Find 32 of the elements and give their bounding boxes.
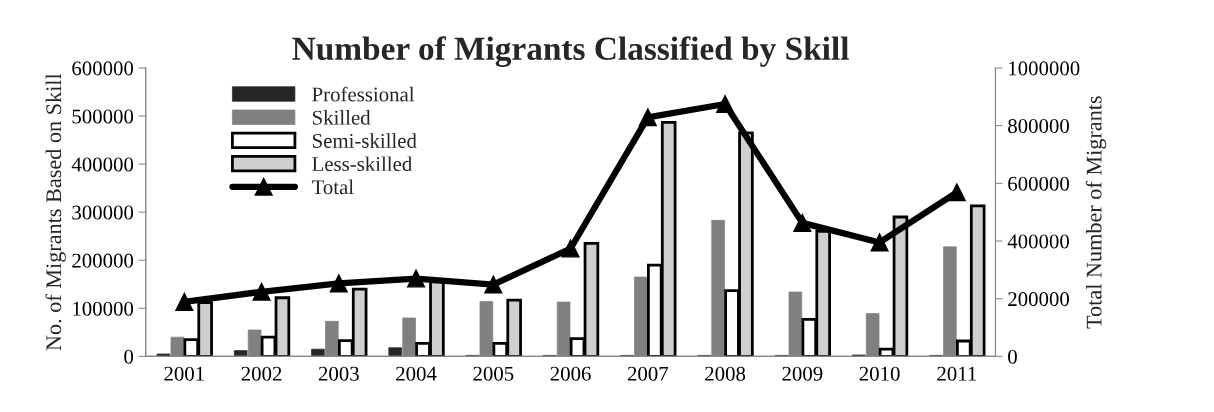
y-tick-label: 500000	[72, 109, 134, 124]
legend-label: Professional	[312, 86, 415, 102]
x-tick-label: 2003	[318, 366, 359, 381]
y-tick-label: 600000	[72, 61, 134, 76]
legend-label: Total	[311, 179, 354, 195]
x-tick-label: 2002	[241, 366, 282, 381]
y2-axis-title: Total Number of Migrants	[1085, 96, 1107, 329]
x-tick-label: 2006	[550, 366, 591, 381]
legend-label: Skilled	[312, 110, 371, 125]
y2-tick-label: 0	[1008, 349, 1017, 364]
y2-tick-label: 800000	[1008, 119, 1069, 134]
legend-label: Semi-skilled	[312, 133, 417, 148]
y2-tick-label: 200000	[1008, 292, 1069, 307]
y-tick-label: 300000	[72, 205, 134, 220]
x-tick-label: 2001	[164, 366, 204, 381]
y-tick-label: 200000	[72, 253, 134, 268]
y-tick-label: 400000	[71, 157, 134, 172]
y2-tick-label: 1000000	[1009, 61, 1080, 76]
y-tick-label: 0	[124, 349, 134, 364]
x-tick-label: 2011	[937, 366, 977, 381]
y2-tick-label: 400000	[1007, 234, 1069, 249]
y2-tick-label: 600000	[1008, 176, 1069, 191]
x-tick-label: 2009	[782, 366, 823, 381]
y-tick-label: 100000	[73, 301, 134, 316]
chart-title: Number of Migrants Classified by Skill	[292, 36, 849, 68]
x-tick-label: 2008	[705, 366, 746, 381]
legend-label: Less-skilled	[312, 156, 412, 172]
x-tick-label: 2005	[473, 366, 514, 381]
x-tick-label: 2004	[396, 366, 437, 381]
y-axis-title: No. of Migrants Based on Skill	[45, 73, 66, 351]
x-tick-label: 2010	[859, 366, 900, 381]
x-tick-label: 2007	[627, 366, 669, 381]
